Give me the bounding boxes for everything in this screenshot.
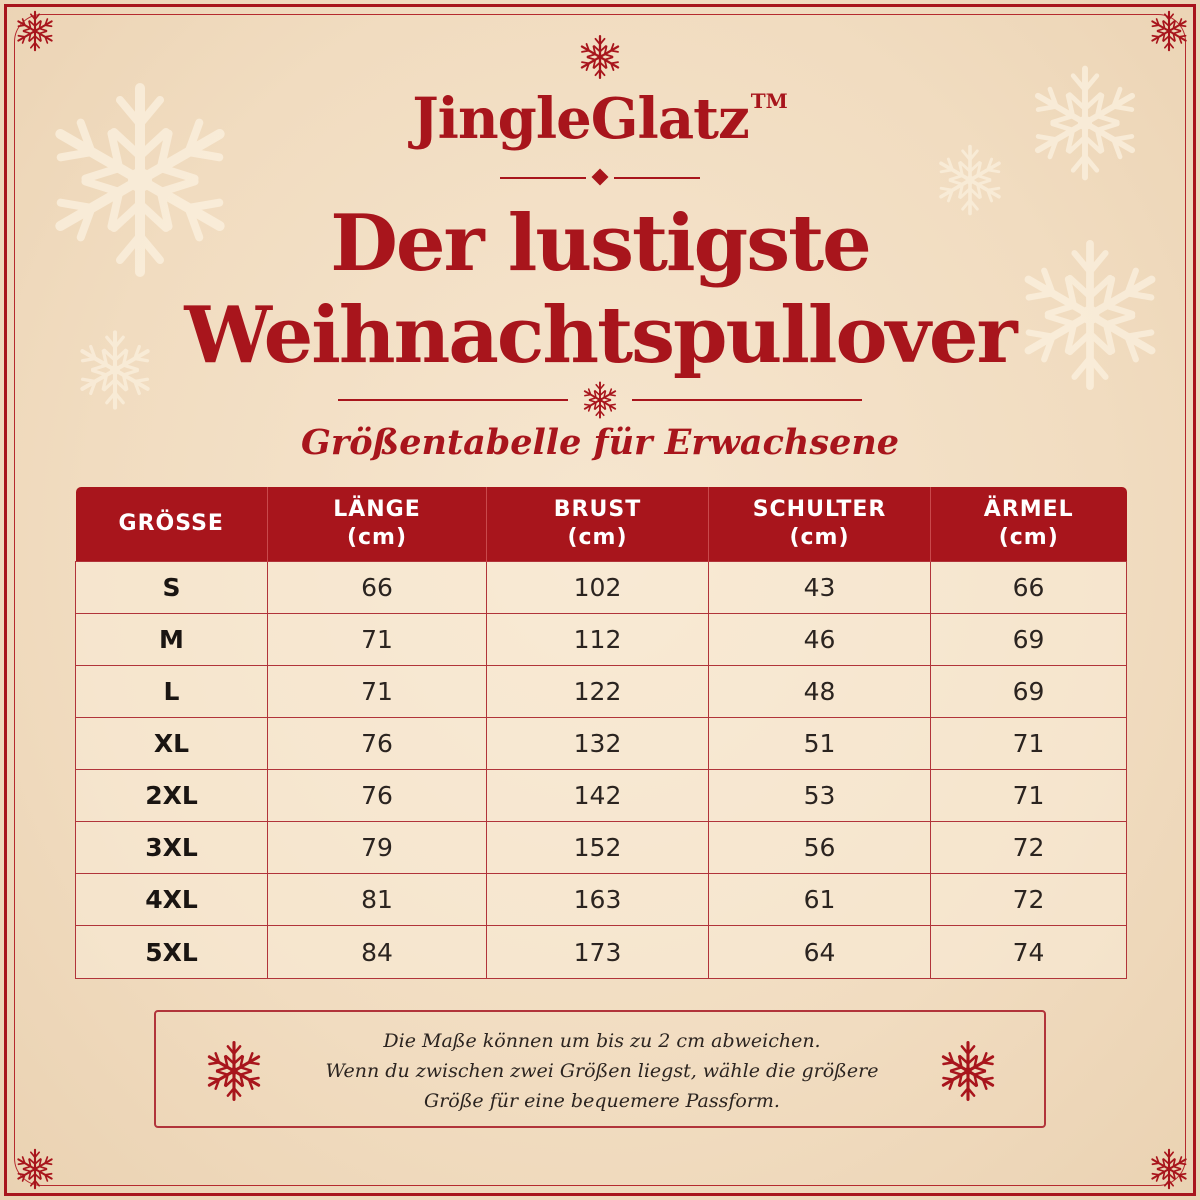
table-header-row: GRÖSSE LÄNGE (cm) BRUST (cm) SCHULTER (cm) … [75,487,1127,562]
page-subtitle: Größentabelle für Erwachsene [300,422,900,463]
cell-chest: 132 [486,717,709,770]
corner-snowflake-icon [1146,8,1192,54]
cell-chest: 152 [486,821,709,874]
page-title-line-2: Weihnachtspullover [184,290,1017,381]
cell-size: 5XL [75,925,268,979]
table-row: M 71 112 46 69 [75,613,1127,666]
table-row: 4XL 81 163 61 72 [75,873,1127,926]
page-title-line-1: Der lustigste [330,198,872,289]
cell-chest: 173 [486,925,709,979]
cell-size: XL [75,717,268,770]
cell-shoulder: 61 [708,873,931,926]
cell-chest: 163 [486,873,709,926]
cell-length: 76 [267,717,487,770]
top-snowflake-icon [575,32,625,82]
column-header-unit: (cm) [567,525,628,550]
column-header-chest: BRUST (cm) [486,487,709,562]
cell-size: 3XL [75,821,268,874]
cell-chest: 102 [486,561,709,614]
cell-shoulder: 64 [708,925,931,979]
cell-sleeve: 69 [930,613,1127,666]
note-box: Die Maße können um bis zu 2 cm abweichen… [154,1010,1046,1128]
cell-shoulder: 48 [708,665,931,718]
column-header-label: BRUST [553,497,642,522]
cell-size: L [75,665,268,718]
cell-size: 2XL [75,769,268,822]
cell-length: 71 [267,665,487,718]
column-header-unit: (cm) [998,525,1059,550]
note-line: Die Maße können um bis zu 2 cm abweichen… [383,1030,821,1052]
column-header-shoulder: SCHULTER (cm) [708,487,931,562]
cell-sleeve: 74 [930,925,1127,979]
divider-line [632,399,862,401]
outer-frame [4,4,1196,1196]
cell-chest: 112 [486,613,709,666]
divider-line [500,177,586,179]
cell-length: 66 [267,561,487,614]
cell-sleeve: 71 [930,769,1127,822]
corner-snowflake-icon [12,1146,58,1192]
cell-shoulder: 43 [708,561,931,614]
table-row: 5XL 84 173 64 74 [75,925,1127,979]
column-header-length: LÄNGE (cm) [267,487,487,562]
corner-snowflake-icon [1146,1146,1192,1192]
cell-shoulder: 51 [708,717,931,770]
divider-line [614,177,700,179]
column-header-sleeve: ÄRMEL (cm) [930,487,1127,562]
table-row: 3XL 79 152 56 72 [75,821,1127,874]
column-header-label: LÄNGE [333,497,421,522]
divider-line [338,399,568,401]
cell-length: 84 [267,925,487,979]
column-header-size: GRÖSSE [75,487,268,562]
note-snowflake-icon [934,1037,1002,1105]
cell-length: 76 [267,769,487,822]
column-header-label: ÄRMEL [983,497,1074,522]
cell-shoulder: 53 [708,769,931,822]
column-header-label: SCHULTER [752,497,887,522]
cell-chest: 142 [486,769,709,822]
table-row: XL 76 132 51 71 [75,717,1127,770]
cell-chest: 122 [486,665,709,718]
brand-logo: JingleGlatz TM [0,86,1200,152]
size-chart-table: GRÖSSE LÄNGE (cm) BRUST (cm) SCHULTER (cm) … [75,487,1127,979]
divider-snowflake-icon [579,379,621,421]
cell-sleeve: 71 [930,717,1127,770]
cell-sleeve: 69 [930,665,1127,718]
cell-sleeve: 72 [930,821,1127,874]
column-header-unit: (cm) [789,525,850,550]
cell-sleeve: 72 [930,873,1127,926]
note-line: Wenn du zwischen zwei Größen liegst, wäh… [325,1060,879,1082]
cell-size: 4XL [75,873,268,926]
note-text: Die Maße können um bis zu 2 cm abweichen… [156,1026,1048,1116]
cell-length: 81 [267,873,487,926]
table-row: 2XL 76 142 53 71 [75,769,1127,822]
table-row: L 71 122 48 69 [75,665,1127,718]
cell-shoulder: 46 [708,613,931,666]
note-line: Größe für eine bequemere Passform. [424,1090,780,1112]
column-header-unit: (cm) [346,525,408,550]
brand-name: JingleGlatz [412,86,750,152]
cell-length: 71 [267,613,487,666]
corner-snowflake-icon [12,8,58,54]
cell-shoulder: 56 [708,821,931,874]
cell-size: M [75,613,268,666]
column-header-label: GRÖSSE [118,511,224,536]
cell-size: S [75,561,268,614]
inner-frame [14,14,1186,1186]
cell-sleeve: 66 [930,561,1127,614]
cell-length: 79 [267,821,487,874]
table-row: S 66 102 43 66 [75,561,1127,614]
trademark-mark: TM [750,89,788,113]
